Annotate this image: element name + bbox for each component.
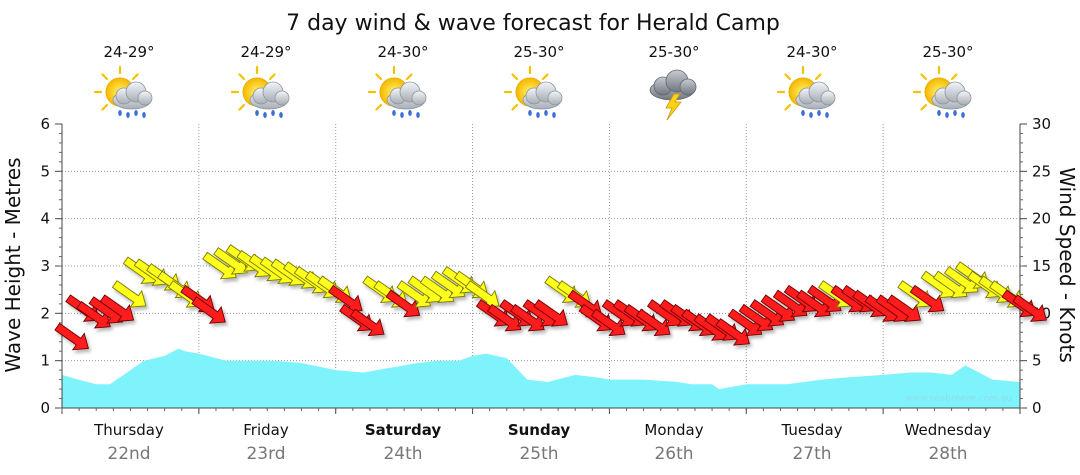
day-temp: 24-29°	[240, 43, 291, 61]
wind-arrow	[54, 322, 89, 351]
wind-arrow	[807, 284, 842, 313]
wind-arrows	[54, 244, 1047, 351]
wind-arrow	[349, 308, 385, 337]
day-date: 28th	[928, 444, 967, 464]
chart-title: 7 day wind & wave forecast for Herald Ca…	[286, 11, 780, 36]
day-name: Saturday	[365, 421, 442, 439]
day-headers: 24-29° 24-29° 24-30° 25-30° 25-30° 24-30…	[93, 43, 974, 121]
right-tick-label: 25	[1032, 162, 1051, 180]
wind-arrow	[590, 308, 626, 337]
wind-arrow	[932, 270, 968, 299]
day-temp: 25-30°	[922, 43, 973, 61]
day-date: 24th	[383, 444, 422, 464]
left-tick-label: 3	[40, 257, 50, 275]
sun-rain-icon	[912, 65, 973, 120]
day-date: 22nd	[107, 444, 150, 464]
left-tick-label: 0	[40, 399, 50, 417]
left-tick-label: 6	[40, 115, 50, 133]
wind-arrow	[796, 289, 831, 318]
day-date: 26th	[654, 444, 693, 464]
wind-arrow	[1012, 294, 1047, 322]
day-temp: 25-30°	[513, 43, 564, 61]
left-axis-label: Wave Height - Metres	[1, 157, 25, 372]
wind-arrow	[486, 303, 522, 332]
wind-arrow	[886, 294, 922, 322]
day-temp: 24-30°	[377, 43, 428, 61]
sun-rain-icon	[367, 65, 428, 120]
wind-arrow	[111, 280, 147, 308]
wind-arrow	[715, 318, 750, 346]
wind-arrow	[202, 251, 237, 280]
storm-icon	[649, 69, 697, 121]
wind-arrow	[99, 294, 135, 322]
day-name: Thursday	[93, 421, 164, 439]
right-tick-label: 0	[1032, 399, 1042, 417]
wind-arrow	[396, 280, 432, 308]
right-tick-label: 15	[1032, 257, 1051, 275]
wind-arrow	[943, 265, 979, 294]
left-tick-label: 4	[40, 210, 50, 228]
day-date: 23rd	[246, 444, 285, 464]
watermark: www.seabreeze.com.au	[905, 394, 1012, 404]
right-axis-label: Wind Speed - Knots	[1055, 167, 1079, 363]
wind-arrow	[909, 284, 945, 313]
right-tick-label: 5	[1032, 352, 1042, 370]
left-tick-label: 5	[40, 162, 50, 180]
day-name: Tuesday	[780, 421, 842, 439]
day-name: Monday	[644, 421, 703, 439]
wind-arrow	[772, 289, 808, 318]
wind-arrow	[635, 308, 671, 337]
wind-arrow	[385, 289, 421, 318]
wind-arrow	[727, 308, 763, 337]
day-date: 27th	[792, 444, 831, 464]
sun-rain-icon	[93, 65, 154, 120]
right-tick-label: 20	[1032, 210, 1051, 228]
wind-arrow	[510, 303, 545, 332]
left-axis-ticks: 0 1 2 3 4 5 6	[40, 115, 62, 417]
day-temp: 24-29°	[103, 43, 154, 61]
wave-height-area	[62, 348, 1020, 408]
day-name: Friday	[243, 421, 289, 439]
day-name: Wednesday	[905, 421, 992, 439]
wind-arrow	[749, 299, 785, 327]
right-tick-label: 30	[1032, 115, 1051, 133]
day-temp: 24-30°	[786, 43, 837, 61]
wind-arrow	[430, 270, 466, 299]
wind-arrow	[738, 303, 774, 332]
day-date: 25th	[519, 444, 558, 464]
wind-arrow	[419, 275, 455, 304]
sun-rain-icon	[230, 65, 291, 120]
right-axis-ticks: 051015202530	[1020, 115, 1051, 417]
day-temp: 25-30°	[648, 43, 699, 61]
day-name: Sunday	[508, 421, 571, 439]
left-tick-label: 2	[40, 304, 50, 322]
day-labels: Thursday Friday Saturday Sunday Monday T…	[93, 421, 991, 464]
wind-arrow	[76, 300, 111, 329]
wind-arrow	[760, 294, 796, 322]
sun-rain-icon	[776, 65, 837, 120]
wind-arrow	[191, 296, 226, 324]
left-tick-label: 1	[40, 352, 50, 370]
wind-arrow	[533, 299, 568, 327]
sun-rain-icon	[503, 65, 564, 120]
